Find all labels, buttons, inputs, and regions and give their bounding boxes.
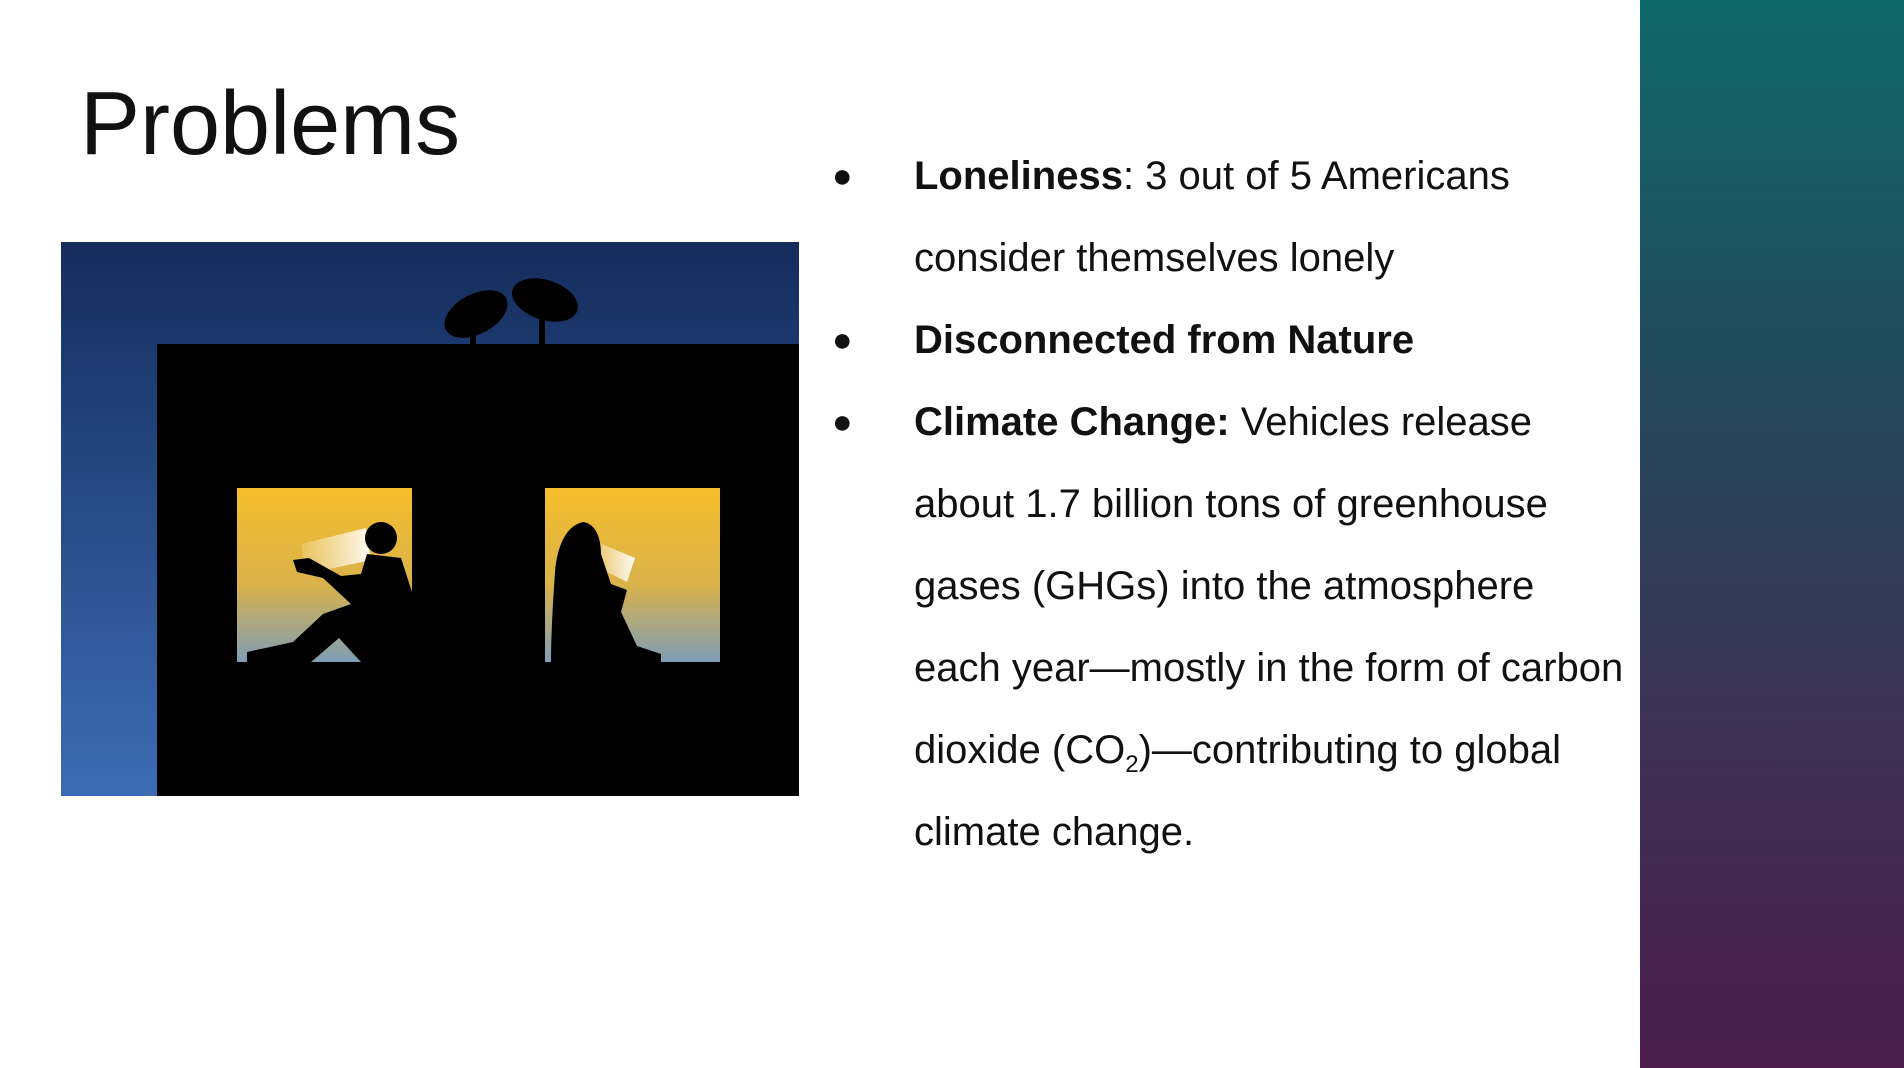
bullet-text-continued: )—contributing to global climate change. [914,728,1562,854]
bullet-heading: Disconnected from Nature [914,318,1415,362]
bullet-item-nature: ● Disconnected from Nature [832,299,1632,381]
bullet-text: Vehicles release about 1.7 billion tons … [914,400,1624,772]
problems-bullet-list: ● Loneliness: 3 out of 5 Americans consi… [832,135,1632,873]
bullet-icon: ● [832,403,853,441]
slide-title: Problems [80,74,461,174]
bullet-item-loneliness: ● Loneliness: 3 out of 5 Americans consi… [832,135,1632,299]
illustration-svg [61,242,799,796]
bullet-heading: Climate Change: [914,400,1230,444]
man-reading-silhouette [247,522,412,662]
woman-reading-silhouette [551,522,661,662]
bullet-text: : 3 out of 5 Americans consider themselv… [914,154,1510,280]
subscript-two: 2 [1125,751,1139,778]
satellite-dish-icon [444,278,578,346]
bullet-icon: ● [832,157,853,195]
bullet-icon: ● [832,321,853,359]
bullet-item-climate-change: ● Climate Change: Vehicles release about… [832,381,1632,873]
bullet-heading: Loneliness [914,154,1123,198]
side-gradient-band [1640,0,1904,1068]
people-in-windows-illustration [61,242,799,796]
